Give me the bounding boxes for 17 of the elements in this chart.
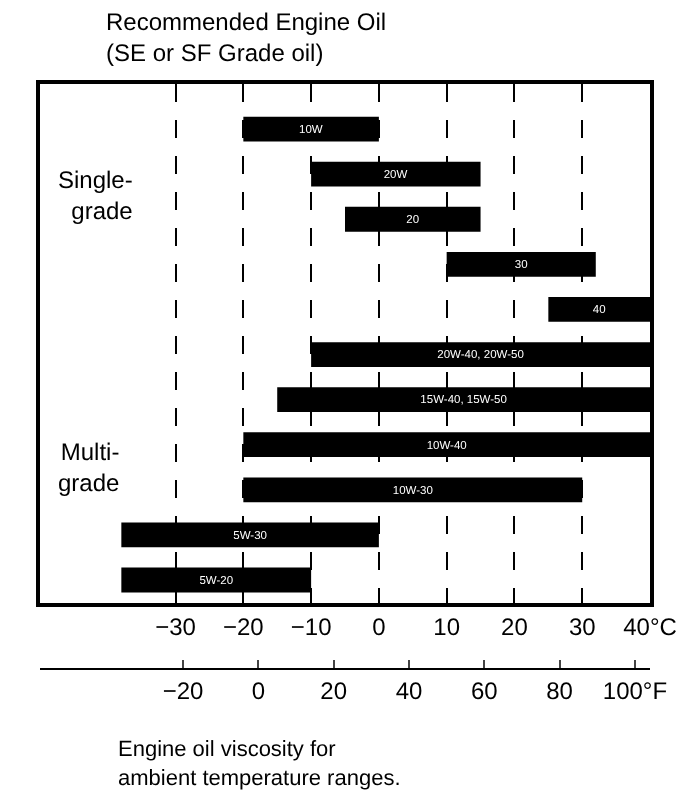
x-tick-label: 10 xyxy=(433,612,461,641)
x2-tick-label: 60 xyxy=(470,676,499,705)
x2-tick-label: 80 xyxy=(546,676,574,705)
annotation: Single- grade xyxy=(58,166,134,226)
x-tick-label: 40°C xyxy=(623,612,678,641)
x-tick-label: −20 xyxy=(222,612,265,641)
x2-tick-label: 100°F xyxy=(602,676,668,705)
x2-tick-label: 20 xyxy=(320,676,348,705)
x-tick-label: 0 xyxy=(372,612,387,641)
x2-tick-label: 0 xyxy=(251,676,266,705)
text: Engine oil viscosity for ambient temperature ranges. xyxy=(118,738,401,791)
x-tick-label: −30 xyxy=(155,612,197,641)
x-tick-label: −10 xyxy=(290,612,333,641)
chart-title: Recommended Engine Oil (SE or SF Grade oil) xyxy=(106,8,387,68)
x2-tick-label: −20 xyxy=(162,676,205,705)
annotation: Multi- grade xyxy=(58,438,121,498)
x-tick-label: 30 xyxy=(568,612,597,641)
